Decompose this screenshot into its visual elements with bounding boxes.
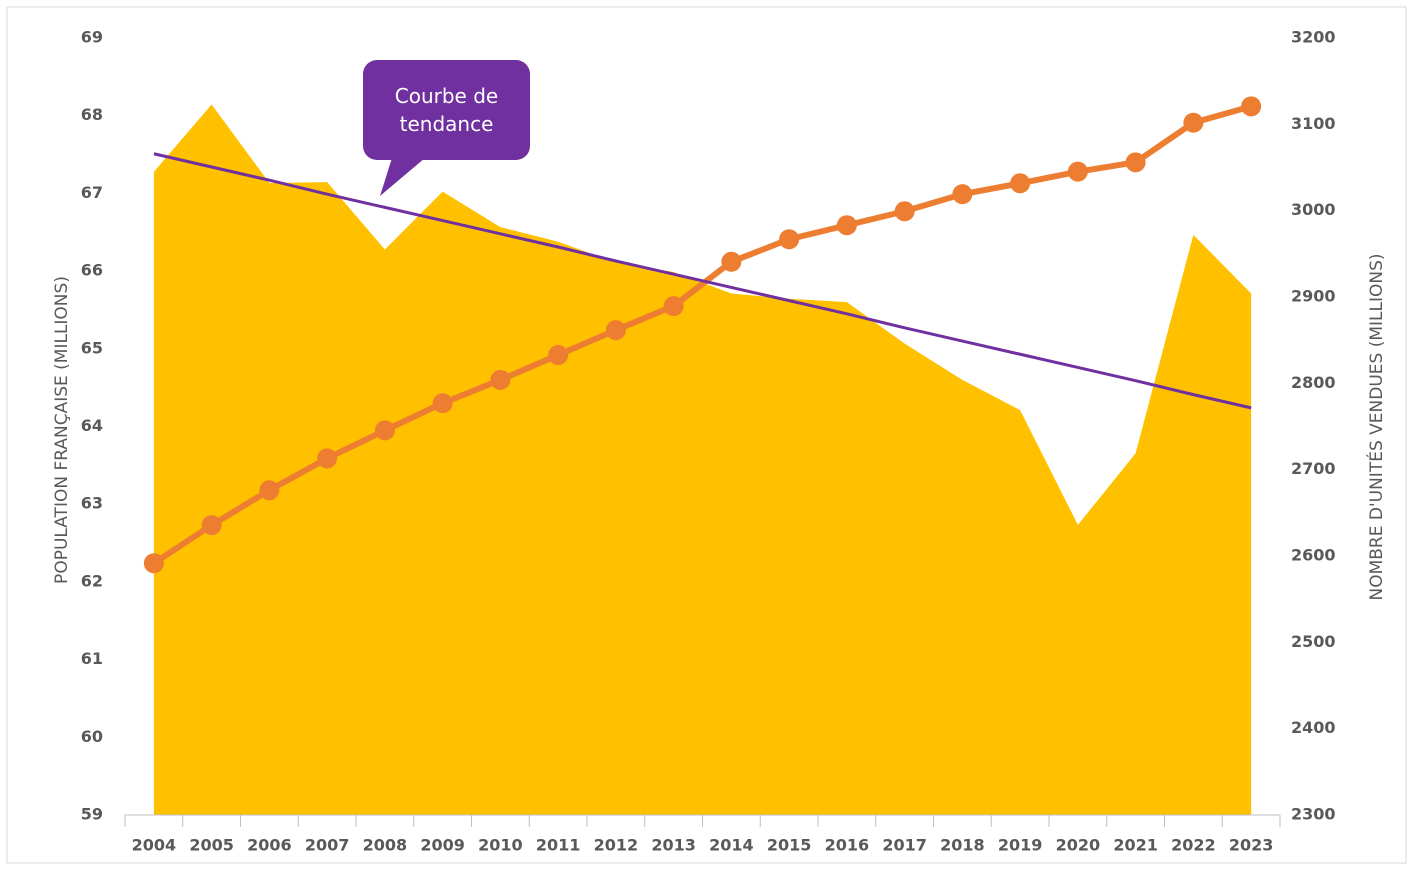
x-tick-label: 2015	[767, 836, 812, 855]
y-tick-label: 64	[81, 416, 103, 435]
x-tick-label: 2022	[1171, 836, 1216, 855]
point	[1125, 152, 1146, 173]
x-tick-label: 2010	[478, 836, 523, 855]
area	[153, 104, 1252, 815]
x-tick-label: 2023	[1229, 836, 1274, 855]
y2-tick-label: 2800	[1291, 373, 1336, 392]
x-tick-label: 2007	[305, 836, 350, 855]
point	[548, 345, 569, 366]
trend-line	[153, 152, 1252, 410]
y-tick-label: 61	[81, 649, 103, 668]
y2-tick-label: 3100	[1291, 114, 1336, 133]
y2-tick-label: 3200	[1291, 28, 1336, 47]
point	[721, 251, 742, 272]
y-axis-title: POPULATION FRANÇAISE (MILLIONS)	[52, 276, 72, 584]
y2-tick-label: 2600	[1291, 546, 1336, 565]
y-tick-label: 65	[81, 338, 103, 357]
x-tick-label: 2019	[998, 836, 1043, 855]
y2-tick-label: 2400	[1291, 718, 1336, 737]
y-tick-label: 63	[81, 494, 103, 513]
point	[605, 320, 626, 341]
point	[1010, 173, 1031, 194]
y2-tick-label: 2300	[1291, 805, 1336, 824]
point	[663, 296, 684, 317]
x-tick-label: 2013	[651, 836, 696, 855]
x-tick-label: 2005	[189, 836, 234, 855]
y-tick-label: 62	[81, 571, 103, 590]
y2-axis-title: NOMBRE D'UNITÉS VENDUES (MILLIONS)	[1365, 254, 1387, 601]
point	[374, 420, 395, 441]
x-tick-label: 2016	[825, 836, 870, 855]
point	[1241, 96, 1262, 117]
y2-tick-label: 2500	[1291, 632, 1336, 651]
x-tick-label: 2020	[1056, 836, 1101, 855]
point	[143, 553, 164, 574]
point	[432, 393, 453, 414]
y2-tick-label: 2900	[1291, 287, 1336, 306]
point	[779, 229, 800, 250]
x-tick-label: 2011	[536, 836, 581, 855]
x-tick-label: 2008	[363, 836, 408, 855]
point	[490, 369, 511, 390]
y-tick-label: 60	[81, 727, 103, 746]
y2-tick-label: 2700	[1291, 459, 1336, 478]
y-tick-label: 59	[81, 805, 103, 824]
x-tick-label: 2017	[882, 836, 927, 855]
x-tick-label: 2006	[247, 836, 292, 855]
point	[894, 201, 915, 222]
chart-frame	[6, 6, 1407, 864]
y-tick-label: 69	[81, 28, 103, 47]
y-tick-label: 67	[81, 183, 103, 202]
point	[317, 448, 338, 469]
point	[259, 480, 280, 501]
point	[1067, 161, 1088, 182]
y-tick-label: 66	[81, 261, 103, 280]
x-tick-label: 2018	[940, 836, 985, 855]
point	[201, 515, 222, 536]
x-tick-label: 2009	[420, 836, 465, 855]
point	[1183, 112, 1204, 133]
annotation: Courbe de tendance	[363, 60, 530, 160]
x-tick-label: 2004	[132, 836, 177, 855]
y2-tick-label: 3000	[1291, 200, 1336, 219]
x-tick-label: 2021	[1113, 836, 1158, 855]
x-tick-label: 2012	[594, 836, 639, 855]
y-tick-label: 68	[81, 105, 103, 124]
point	[952, 184, 973, 205]
point	[836, 215, 857, 236]
x-tick-label: 2014	[709, 836, 754, 855]
annotation-pointer	[380, 158, 425, 196]
